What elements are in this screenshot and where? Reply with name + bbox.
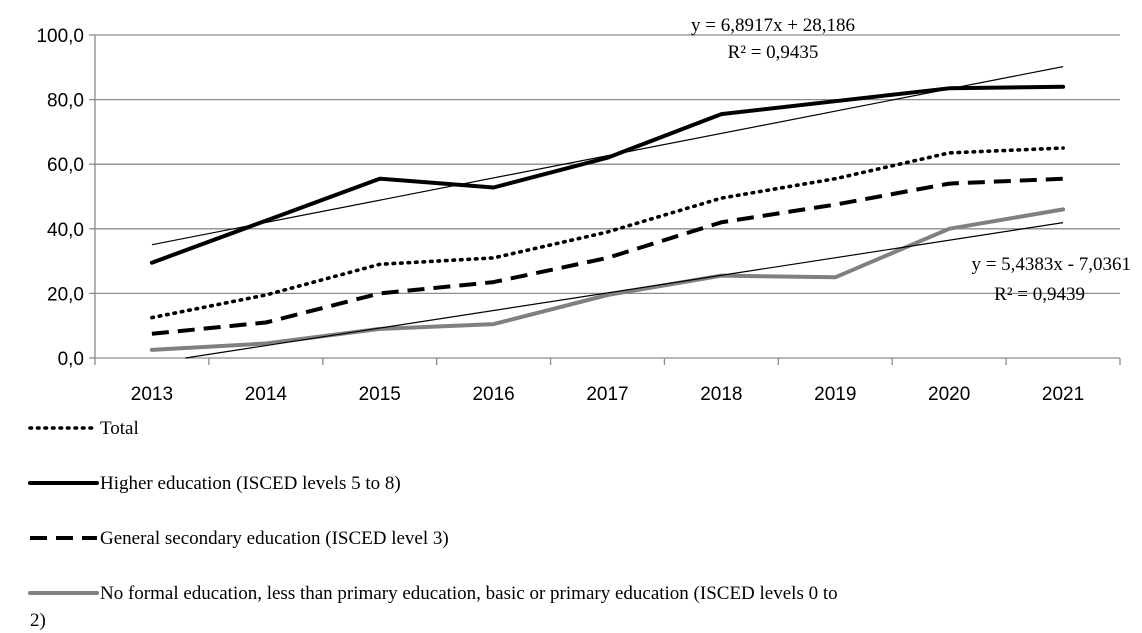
x-tick-label: 2016 bbox=[472, 384, 514, 405]
y-axis-ticks: 0,0 20,0 40,0 60,0 80,0 100,0 bbox=[36, 26, 84, 370]
x-tick-label: 2015 bbox=[359, 384, 401, 405]
series-lines bbox=[149, 84, 1066, 352]
legend-label-2: General secondary education (ISCED level… bbox=[100, 528, 449, 549]
trendline-2-equation: y = 5,4383x - 7,0361 bbox=[971, 254, 1131, 275]
trendlines bbox=[151, 66, 1064, 359]
legend-label-line: 2) bbox=[30, 610, 46, 631]
y-tick-label: 60,0 bbox=[47, 155, 84, 176]
trendline-1-equation: y = 6,8917x + 28,186 bbox=[691, 15, 855, 36]
x-tick-label: 2020 bbox=[928, 384, 970, 405]
series-line-0 bbox=[150, 146, 1065, 320]
x-tick-label: 2019 bbox=[814, 384, 856, 405]
series-line-2 bbox=[151, 176, 1064, 336]
y-tick-label: 100,0 bbox=[36, 26, 84, 47]
trendline-1 bbox=[151, 66, 1064, 246]
legend-label-line: No formal education, less than primary e… bbox=[100, 583, 838, 604]
x-tick-label: 2018 bbox=[700, 384, 742, 405]
y-tick-label: 20,0 bbox=[47, 284, 84, 305]
x-tick-label: 2021 bbox=[1042, 384, 1084, 405]
x-tick-label: 2013 bbox=[131, 384, 173, 405]
x-tick-label: 2017 bbox=[586, 384, 628, 405]
x-axis: 2013 2014 2015 2016 2017 2018 2019 2020 2021 bbox=[94, 35, 1121, 405]
legend-label-3: No formal education, less than primary e… bbox=[30, 583, 838, 631]
trendline-1-r2: R² = 0,9435 bbox=[728, 42, 819, 63]
y-tick-label: 80,0 bbox=[47, 91, 84, 112]
series-line-1 bbox=[149, 84, 1066, 265]
x-tick-label: 2014 bbox=[245, 384, 288, 405]
trendline-2-r2: R² = 0,9439 bbox=[994, 284, 1085, 305]
legend-label-1: Higher education (ISCED levels 5 to 8) bbox=[100, 473, 401, 494]
legend: Total Higher education (ISCED levels 5 to… bbox=[28, 418, 838, 631]
series-line-3 bbox=[149, 207, 1066, 352]
y-tick-label: 0,0 bbox=[58, 349, 84, 370]
gridlines bbox=[89, 34, 1120, 359]
y-tick-label: 40,0 bbox=[47, 220, 84, 241]
legend-label-0: Total bbox=[100, 418, 139, 439]
trendline-2 bbox=[185, 222, 1064, 359]
